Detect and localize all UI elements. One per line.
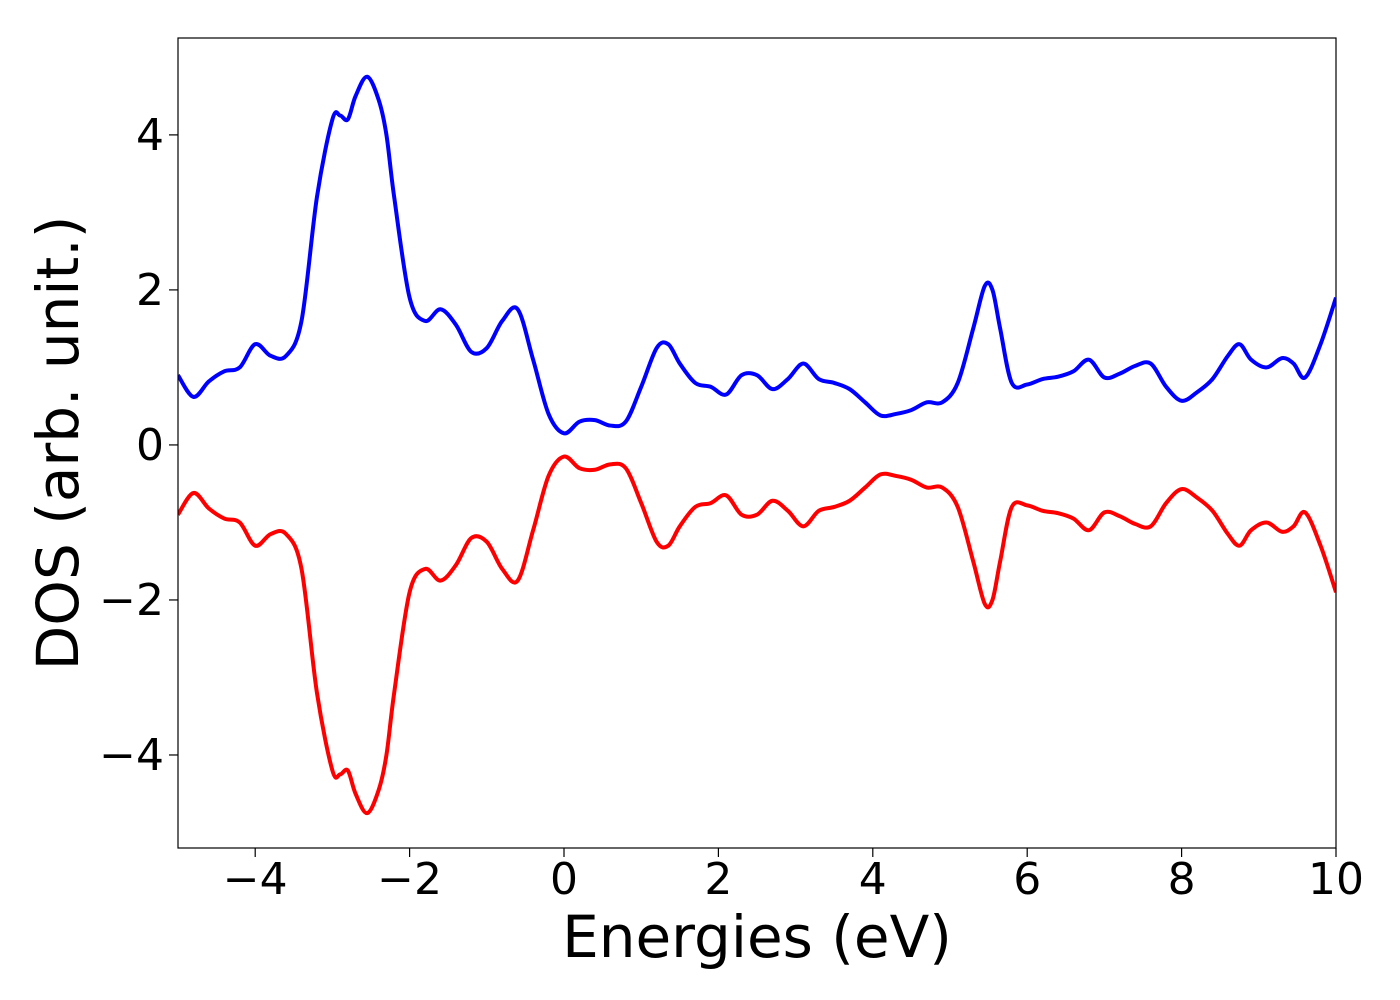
- x-tick-label: −2: [377, 854, 442, 905]
- x-tick-label: 10: [1308, 854, 1364, 905]
- x-tick-label: 2: [704, 854, 732, 905]
- dos-series-line-1: [178, 74, 1336, 436]
- x-tick-label: 0: [550, 854, 578, 905]
- x-axis-label: Energies (eV): [562, 903, 952, 971]
- y-axis-ticks: −4 −2 0 2 4: [99, 110, 178, 781]
- y-tick-label: 2: [136, 265, 164, 316]
- x-tick-label: 4: [859, 854, 887, 905]
- y-tick-label: −2: [99, 575, 164, 626]
- x-tick-label: 6: [1013, 854, 1041, 905]
- y-tick-label: 4: [136, 110, 164, 161]
- x-tick-label: 8: [1168, 854, 1196, 905]
- y-tick-label: 0: [136, 420, 164, 471]
- y-axis-label: DOS (arb. unit.): [24, 216, 92, 671]
- x-tick-label: −4: [223, 854, 288, 905]
- plot-frame: [177, 37, 1337, 849]
- x-axis-ticks: −4 −2 0 2 4 6 8 10: [223, 848, 1364, 905]
- y-tick-label: −4: [99, 730, 164, 781]
- dos-series-line-2: [178, 454, 1336, 816]
- series-layer: [178, 74, 1336, 816]
